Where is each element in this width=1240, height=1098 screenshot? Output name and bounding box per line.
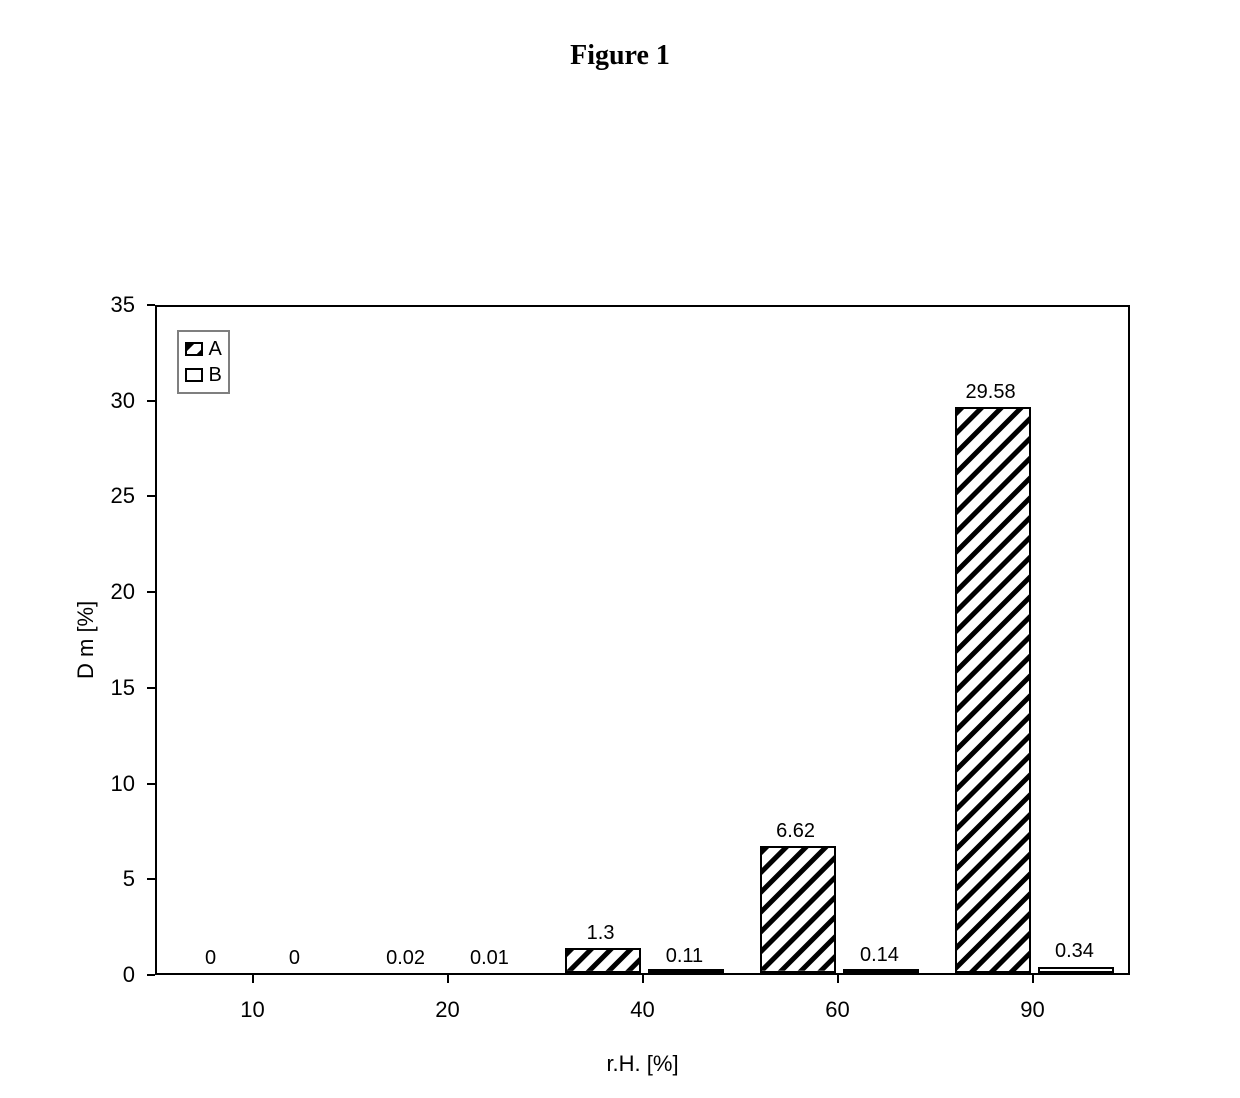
y-tick-label: 0 [0, 962, 135, 988]
x-tick-label: 40 [630, 997, 654, 1023]
bar-value-label: 0 [205, 947, 216, 970]
y-tick [147, 304, 155, 306]
y-axis-label: D m [%] [73, 601, 99, 679]
bar-value-label: 1.3 [587, 922, 615, 945]
x-tick-label: 20 [435, 997, 459, 1023]
legend: AB [177, 330, 230, 394]
bar-value-label: 0.14 [860, 944, 899, 967]
bar-value-label: 0.34 [1055, 940, 1094, 963]
bar-value-label: 0 [289, 947, 300, 970]
y-tick [147, 687, 155, 689]
chart-container: AB D m [%] r.H. [%] 0 5 10 15 20 25 30 35 10 20 40… [0, 0, 1240, 1098]
y-tick [147, 974, 155, 976]
x-tick [1032, 975, 1034, 983]
x-axis-label: r.H. [%] [606, 1051, 678, 1077]
y-tick [147, 495, 155, 497]
y-tick-label: 15 [0, 675, 135, 701]
x-tick-label: 90 [1020, 997, 1044, 1023]
bar [1038, 967, 1114, 974]
legend-label: B [209, 362, 222, 388]
legend-item: B [185, 362, 222, 388]
bar [565, 948, 641, 973]
bar [760, 846, 836, 973]
bar-value-label: 0.02 [386, 947, 425, 970]
x-tick [252, 975, 254, 983]
legend-swatch [185, 342, 203, 356]
y-tick [147, 878, 155, 880]
y-tick-label: 35 [0, 292, 135, 318]
x-tick [837, 975, 839, 983]
y-tick-label: 5 [0, 866, 135, 892]
plot-area: AB [155, 305, 1130, 975]
bar-value-label: 6.62 [776, 820, 815, 843]
x-tick [642, 975, 644, 983]
legend-swatch [185, 368, 203, 382]
bar [843, 969, 919, 973]
bar-value-label: 29.58 [966, 381, 1016, 404]
x-tick-label: 10 [240, 997, 264, 1023]
bar-value-label: 0.11 [666, 945, 703, 968]
y-tick [147, 400, 155, 402]
bar-value-label: 0.01 [470, 947, 509, 970]
y-tick-label: 30 [0, 388, 135, 414]
y-tick-label: 20 [0, 579, 135, 605]
legend-item: A [185, 336, 222, 362]
legend-label: A [209, 336, 222, 362]
y-tick [147, 591, 155, 593]
bar [955, 407, 1031, 973]
bar [648, 969, 724, 973]
x-tick [447, 975, 449, 983]
y-tick-label: 10 [0, 771, 135, 797]
x-tick-label: 60 [825, 997, 849, 1023]
y-tick [147, 783, 155, 785]
y-tick-label: 25 [0, 483, 135, 509]
